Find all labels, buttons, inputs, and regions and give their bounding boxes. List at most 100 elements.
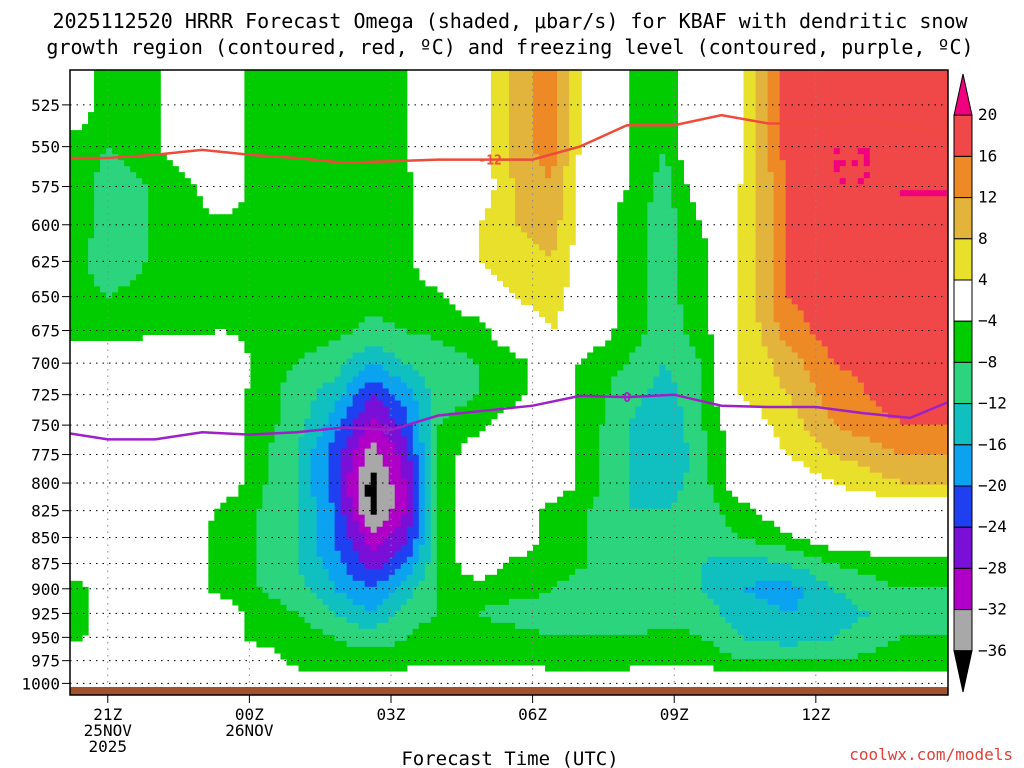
omega-cell <box>743 112 757 119</box>
omega-cell <box>743 394 793 402</box>
omega-cell <box>70 166 101 173</box>
y-tick-label: 550 <box>31 138 60 157</box>
omega-cell <box>851 598 948 606</box>
omega-cell <box>406 526 420 534</box>
omega-cell <box>833 160 847 167</box>
omega-cell <box>406 406 420 414</box>
omega-cell <box>490 160 510 167</box>
omega-cell <box>94 184 149 191</box>
omega-cell <box>515 622 733 630</box>
omega-cell <box>394 418 408 426</box>
omega-cell <box>779 94 948 101</box>
omega-cell <box>731 526 781 534</box>
omega-cell <box>755 280 775 287</box>
colorbar-tick-label: −32 <box>978 600 1007 619</box>
colorbar-segment <box>953 444 973 487</box>
omega-cell <box>94 274 137 281</box>
omega-cell <box>310 412 330 420</box>
omega-cell <box>370 508 378 516</box>
omega-cell <box>683 406 703 414</box>
omega-cell <box>352 502 360 510</box>
omega-cell <box>94 232 149 239</box>
omega-cell <box>575 478 600 486</box>
omega-cell <box>605 340 642 348</box>
omega-cell <box>785 190 901 197</box>
omega-cell <box>364 532 390 540</box>
omega-cell <box>767 598 799 606</box>
omega-cell <box>647 256 678 263</box>
omega-cell <box>773 256 787 263</box>
omega-cell <box>406 478 414 486</box>
omega-cell <box>785 544 829 552</box>
omega-cell <box>244 106 408 113</box>
omega-cell <box>94 190 149 197</box>
omega-cell <box>280 400 312 408</box>
omega-cell <box>70 304 456 311</box>
omega-cell <box>328 460 342 468</box>
omega-cell <box>352 454 366 462</box>
omega-cell <box>352 496 360 504</box>
omega-cell <box>364 364 384 372</box>
omega-cell <box>256 574 306 582</box>
omega-cell <box>833 634 901 642</box>
omega-cell <box>629 472 684 480</box>
omega-cell <box>785 226 948 233</box>
x-tick-label: 21Z <box>93 705 122 724</box>
omega-cell <box>755 292 775 299</box>
omega-cell <box>575 460 600 468</box>
omega-cell <box>364 514 390 522</box>
omega-cell <box>533 106 558 113</box>
omega-cell <box>737 346 769 354</box>
omega-cell <box>352 508 360 516</box>
omega-cell <box>418 430 432 438</box>
omega-cell <box>376 490 396 498</box>
omega-cell <box>827 448 895 456</box>
omega-cell <box>605 412 636 420</box>
omega-cell <box>424 574 438 582</box>
omega-cell <box>695 352 715 360</box>
omega-cell <box>298 532 318 540</box>
omega-cell <box>545 664 630 672</box>
omega-cell <box>148 238 414 245</box>
omega-cell <box>412 550 420 558</box>
omega-cell <box>346 484 360 492</box>
freezing-line-label: 0 <box>382 424 390 439</box>
omega-cell <box>124 160 173 167</box>
omega-cell <box>208 562 258 570</box>
omega-cell <box>244 478 270 486</box>
omega-cell <box>340 496 354 504</box>
omega-cell <box>376 604 402 612</box>
omega-cell <box>244 136 408 143</box>
omega-cell <box>539 532 588 540</box>
omega-cell <box>533 544 588 552</box>
omega-cell <box>857 376 948 384</box>
omega-cell <box>677 262 709 269</box>
omega-cell <box>755 136 769 143</box>
omega-cell <box>256 550 300 558</box>
omega-cell <box>334 520 348 528</box>
omega-cell <box>617 256 648 263</box>
omega-cell <box>737 286 757 293</box>
omega-cell <box>412 508 420 516</box>
omega-cell <box>599 460 630 468</box>
omega-cell <box>617 244 648 251</box>
omega-cell <box>244 346 318 354</box>
omega-cell <box>346 520 360 528</box>
omega-cell <box>629 454 691 462</box>
omega-cell <box>845 160 853 167</box>
colorbar-bottom-arrow <box>953 650 973 693</box>
omega-cell <box>412 628 540 636</box>
omega-cell <box>605 400 642 408</box>
omega-cell <box>358 388 390 396</box>
omega-cell <box>785 286 948 293</box>
omega-cell <box>641 334 691 342</box>
omega-cell <box>412 544 420 552</box>
omega-cell <box>755 226 775 233</box>
omega-cell <box>755 172 775 179</box>
omega-cell <box>743 82 757 89</box>
omega-cell <box>328 478 342 486</box>
omega-cell <box>629 70 678 77</box>
omega-cell <box>743 124 757 131</box>
omega-cell <box>280 388 318 396</box>
omega-cell <box>244 166 408 173</box>
